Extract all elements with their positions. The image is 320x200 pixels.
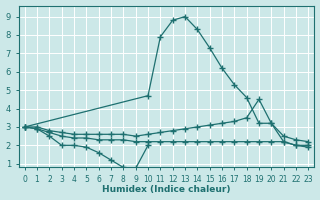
X-axis label: Humidex (Indice chaleur): Humidex (Indice chaleur) xyxy=(102,185,231,194)
